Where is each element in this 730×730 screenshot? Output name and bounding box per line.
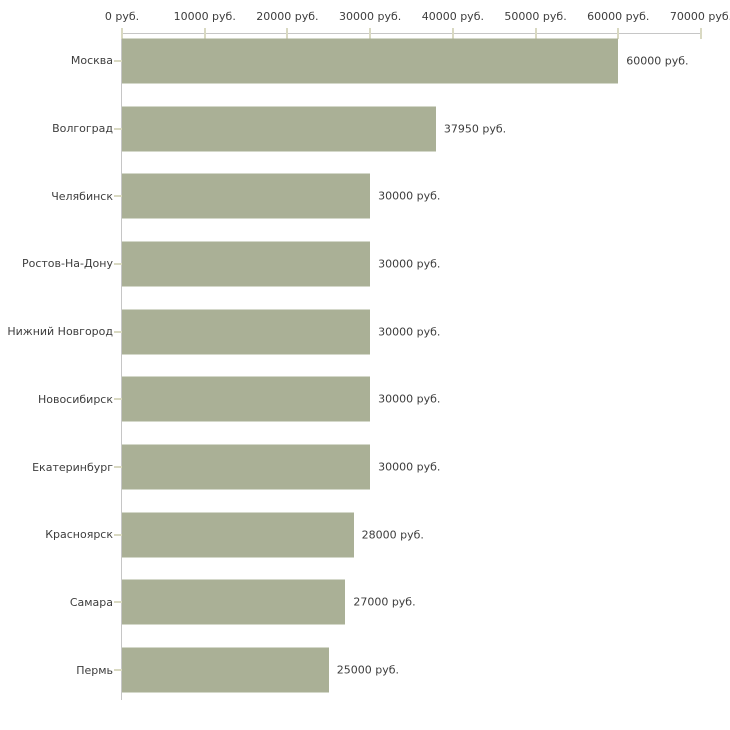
x-axis-tick xyxy=(286,28,289,39)
bar xyxy=(122,579,346,625)
bar xyxy=(122,241,371,287)
bar xyxy=(122,444,371,490)
bar-row: Самара 27000 руб. xyxy=(70,569,701,637)
x-axis-tick xyxy=(617,28,620,39)
category-tick-mark xyxy=(114,466,122,469)
x-axis-tick xyxy=(451,28,454,39)
bar-row: Ростов-На-Дону 30000 руб. xyxy=(22,230,701,298)
category-tick-mark xyxy=(114,127,122,130)
category-label: Волгоград xyxy=(52,122,113,136)
bar-row: Новосибирск 30000 руб. xyxy=(38,366,701,434)
value-label: 30000 руб. xyxy=(378,189,441,203)
x-axis-tick xyxy=(369,28,372,39)
bar xyxy=(122,38,619,84)
x-axis-tick xyxy=(534,28,537,39)
bar-row: Москва 60000 руб. xyxy=(71,27,701,95)
category-tick-mark xyxy=(114,330,122,333)
bar-row: Волгоград 37950 руб. xyxy=(52,95,701,163)
bar xyxy=(122,309,371,355)
bar-row: Пермь 25000 руб. xyxy=(76,636,701,704)
value-label: 25000 руб. xyxy=(336,663,400,677)
value-label: 30000 руб. xyxy=(378,325,441,339)
bar-row: Екатеринбург 30000 руб. xyxy=(32,433,701,501)
bar xyxy=(122,512,354,558)
bar xyxy=(122,376,371,422)
x-axis-tick xyxy=(700,28,702,39)
category-tick-mark xyxy=(114,601,122,604)
category-label: Москва xyxy=(70,54,113,68)
bar-row: Красноярск 28000 руб. xyxy=(45,501,701,569)
bar-row: Челябинск 30000 руб. xyxy=(51,162,701,230)
x-axis-tick-label: 70000 руб. xyxy=(669,10,730,23)
category-tick-mark xyxy=(114,398,122,401)
category-tick-mark xyxy=(114,533,122,536)
category-tick-mark xyxy=(114,195,122,198)
value-label: 30000 руб. xyxy=(378,392,441,406)
bar-rows: Москва 60000 руб. Волгоград 37950 руб. Ч… xyxy=(7,27,701,704)
value-label: 28000 руб. xyxy=(361,528,424,542)
x-axis-tick-label: 30000 руб. xyxy=(339,10,402,23)
category-label: Самара xyxy=(69,595,113,609)
value-label: 37950 руб. xyxy=(443,122,507,136)
x-axis-tick-label: 10000 руб. xyxy=(173,10,236,23)
bar xyxy=(122,647,329,693)
category-label: Челябинск xyxy=(51,189,113,203)
category-label: Пермь xyxy=(76,663,113,677)
x-axis-tick xyxy=(203,28,206,39)
x-axis-tick-label: 20000 руб. xyxy=(256,10,319,23)
category-tick-mark xyxy=(114,59,122,62)
bar-row: Нижний Новгород 30000 руб. xyxy=(7,298,701,366)
value-label: 30000 руб. xyxy=(378,460,441,474)
x-axis-tick xyxy=(121,28,123,39)
bar xyxy=(122,173,371,219)
category-label: Екатеринбург xyxy=(32,460,113,474)
x-axis-tick-label: 60000 руб. xyxy=(587,10,650,23)
value-label: 60000 руб. xyxy=(626,54,689,68)
category-label: Новосибирск xyxy=(37,392,113,406)
category-tick-mark xyxy=(114,669,122,672)
x-axis-tick-label: 50000 руб. xyxy=(504,10,567,23)
plot-area: 0 руб. 10000 руб. 20000 руб. 30000 руб. 4000… xyxy=(7,10,730,700)
bar xyxy=(122,106,436,152)
x-axis-tick-label: 0 руб. xyxy=(104,10,140,23)
category-label: Ростов-На-Дону xyxy=(21,257,113,271)
value-label: 30000 руб. xyxy=(378,257,441,271)
category-label: Нижний Новгород xyxy=(7,325,113,339)
category-label: Красноярск xyxy=(45,528,113,542)
value-label: 27000 руб. xyxy=(353,595,416,609)
category-tick-mark xyxy=(114,262,122,265)
x-axis-tick-label: 40000 руб. xyxy=(421,10,484,23)
